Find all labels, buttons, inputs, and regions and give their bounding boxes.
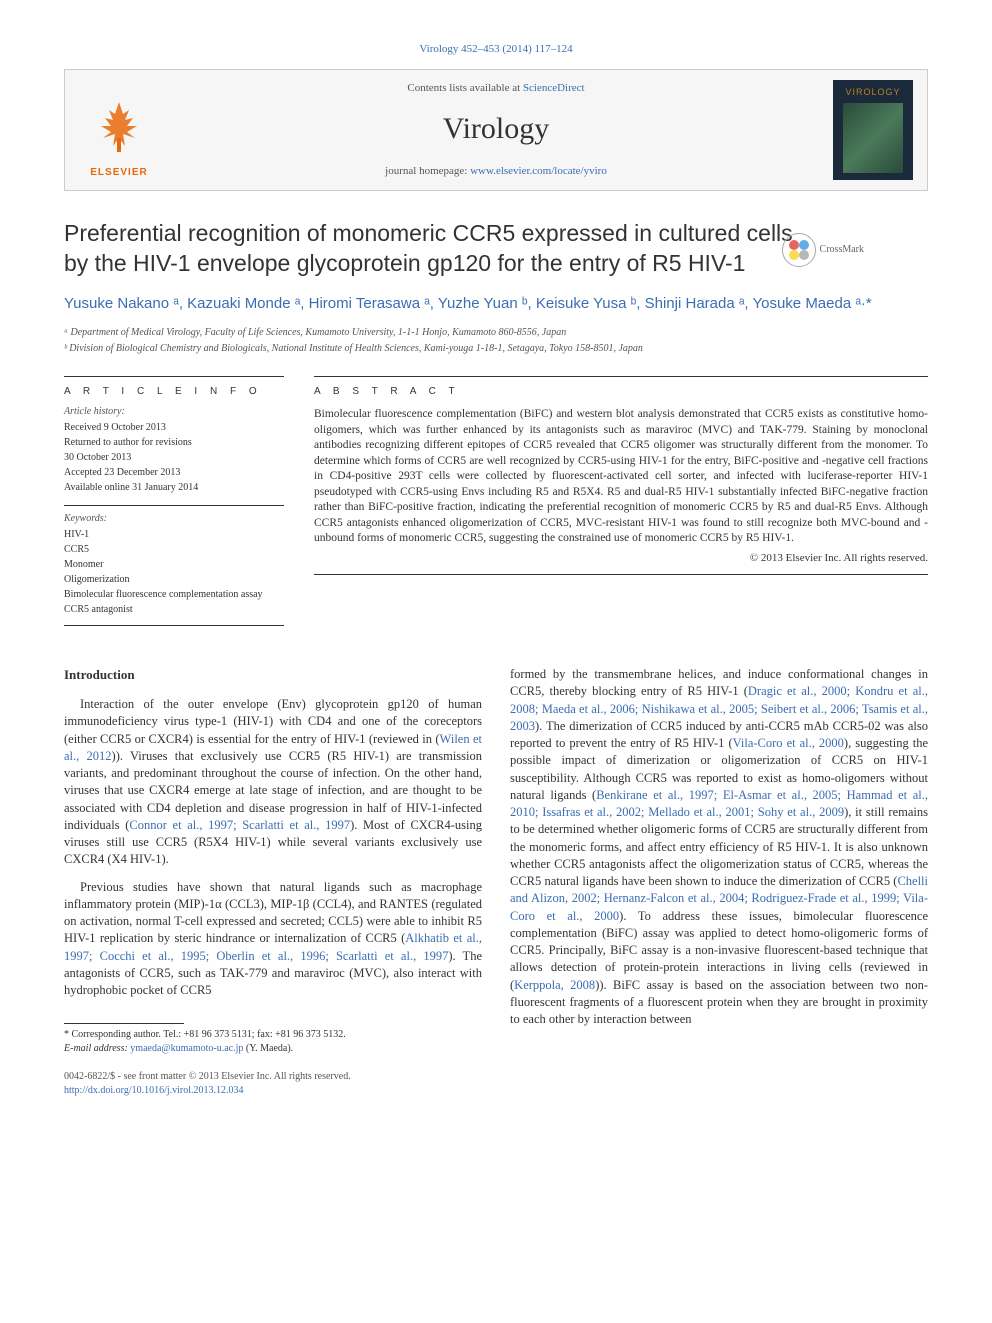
affiliation-a: ᵃ Department of Medical Virology, Facult… [64,326,928,340]
contents-prefix: Contents lists available at [407,82,522,94]
history-received: Received 9 October 2013 [64,421,284,435]
keyword-4: Bimolecular fluorescence complementation… [64,588,284,602]
publisher-logo: ELSEVIER [79,80,159,180]
journal-cover-thumbnail: VIROLOGY [833,80,913,180]
left-column: Introduction Interaction of the outer en… [64,666,482,1097]
crossmark-icon [788,239,810,261]
abstract-copyright: © 2013 Elsevier Inc. All rights reserved… [314,551,928,566]
journal-header: ELSEVIER Contents lists available at Sci… [64,69,928,191]
homepage-line: journal homepage: www.elsevier.com/locat… [159,164,833,179]
corresponding-author-footnote: * Corresponding author. Tel.: +81 96 373… [64,1028,482,1056]
article-history-label: Article history: [64,405,284,419]
abstract-heading: A B S T R A C T [314,376,928,399]
affiliation-b: ᵇ Division of Biological Chemistry and B… [64,342,928,356]
article-info-heading: A R T I C L E I N F O [64,376,284,399]
keyword-2: Monomer [64,558,284,572]
homepage-link[interactable]: www.elsevier.com/locate/yviro [470,165,607,177]
contents-line: Contents lists available at ScienceDirec… [159,81,833,96]
right-para-1: formed by the transmembrane helices, and… [510,666,928,1028]
keywords-label: Keywords: [64,512,284,526]
email-suffix: (Y. Maeda). [243,1043,293,1054]
intro-para-2: Previous studies have shown that natural… [64,879,482,1000]
keyword-3: Oligomerization [64,573,284,587]
intro-para-1: Interaction of the outer envelope (Env) … [64,696,482,869]
top-citation: Virology 452–453 (2014) 117–124 [64,42,928,57]
right-column: formed by the transmembrane helices, and… [510,666,928,1097]
crossmark-badge[interactable]: CrossMark [782,233,864,267]
doi-link[interactable]: http://dx.doi.org/10.1016/j.virol.2013.1… [64,1085,244,1096]
corr-email-link[interactable]: ymaeda@kumamoto-u.ac.jp [130,1043,243,1054]
keyword-0: HIV-1 [64,528,284,542]
cover-title: VIROLOGY [845,86,900,99]
cover-image [843,103,903,173]
authors-list: Yusuke Nakano ᵃ, Kazuaki Monde ᵃ, Hiromi… [64,293,928,314]
introduction-heading: Introduction [64,666,482,684]
affiliations: ᵃ Department of Medical Virology, Facult… [64,326,928,356]
history-online: Available online 31 January 2014 [64,481,284,495]
email-label: E-mail address: [64,1043,130,1054]
history-accepted: Accepted 23 December 2013 [64,466,284,480]
history-returned-date: 30 October 2013 [64,451,284,465]
crossmark-label: CrossMark [820,243,864,257]
issn-line: 0042-6822/$ - see front matter © 2013 El… [64,1070,482,1084]
corr-author-line: * Corresponding author. Tel.: +81 96 373… [64,1028,482,1042]
homepage-prefix: journal homepage: [385,165,470,177]
elsevier-tree-icon [87,96,151,160]
history-returned: Returned to author for revisions [64,436,284,450]
keyword-5: CCR5 antagonist [64,603,284,617]
journal-name: Virology [159,108,833,150]
sciencedirect-link[interactable]: ScienceDirect [523,82,585,94]
keyword-1: CCR5 [64,543,284,557]
abstract-text: Bimolecular fluorescence complementation… [314,407,928,547]
publisher-name: ELSEVIER [90,166,147,180]
